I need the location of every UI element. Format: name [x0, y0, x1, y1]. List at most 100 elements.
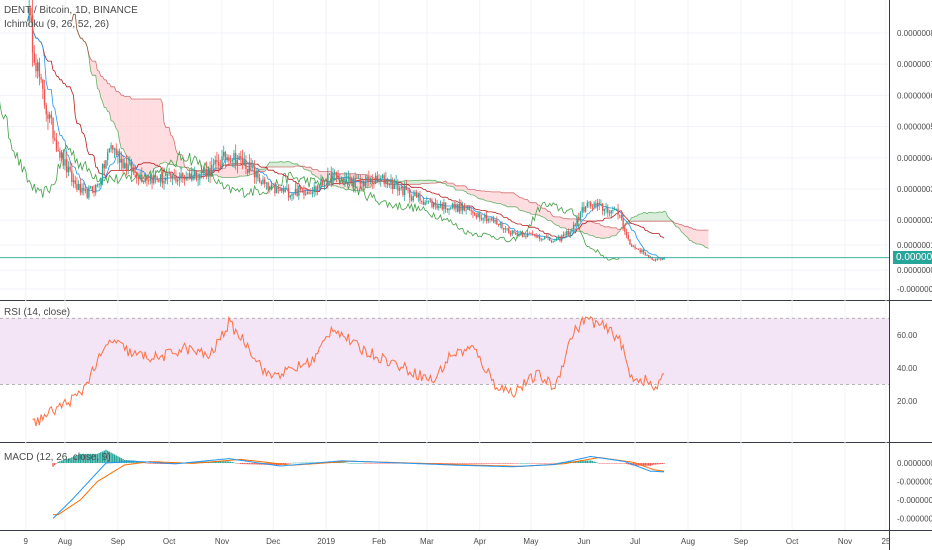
macd-histogram-bar: [113, 454, 116, 464]
candle-body: [567, 230, 570, 235]
cloud-segment: [146, 98, 149, 176]
cloud-segment: [278, 161, 281, 167]
macd-histogram-bar: [234, 462, 237, 464]
macd-histogram-bar: [299, 462, 302, 464]
macd-histogram-bar: [461, 463, 464, 464]
candle-body: [480, 218, 483, 220]
cloud-segment: [512, 192, 514, 207]
candle-body: [627, 235, 629, 240]
macd-histogram-bar: [480, 463, 483, 464]
cloud-segment: [100, 76, 103, 102]
candle-body: [538, 236, 541, 239]
cloud-segment: [450, 183, 453, 187]
macd-histogram-bar: [465, 463, 467, 464]
cloud-segment: [114, 86, 117, 129]
candle-body: [45, 105, 47, 115]
candle-body: [528, 233, 530, 234]
candle-body: [549, 237, 551, 241]
cloud-segment: [602, 225, 605, 239]
candle-body: [482, 218, 484, 220]
candle-body: [88, 187, 90, 198]
macd-histogram-bar: [224, 461, 227, 464]
candle-body: [214, 160, 216, 165]
candle-body: [552, 241, 554, 243]
candle-body: [264, 179, 266, 184]
macd-legend: MACD (12, 26, close, 9): [4, 452, 111, 463]
candle-body: [171, 175, 174, 179]
candle-body: [330, 173, 332, 184]
macd-histogram-bar: [369, 463, 372, 464]
candle-body: [461, 206, 464, 211]
candle-body: [269, 187, 271, 189]
symbol-title: DENT / Bitcoin, 1D, BINANCE: [4, 5, 138, 16]
cloud-segment: [133, 98, 135, 173]
macd-histogram-bar: [492, 463, 495, 464]
macd-histogram-bar: [567, 461, 570, 464]
candle-body: [77, 183, 80, 190]
macd-histogram-bar: [96, 453, 99, 464]
candle-body: [35, 62, 37, 72]
macd-histogram-bar: [250, 463, 252, 465]
candle-body: [212, 164, 215, 165]
cloud-segment: [222, 168, 224, 178]
macd-histogram-bar: [106, 450, 109, 464]
rsi-axis-label: 60.00: [897, 331, 918, 340]
cloud-segment: [638, 213, 641, 222]
candle-body: [327, 173, 329, 186]
candle-body: [125, 163, 128, 170]
cloud-segment: [585, 220, 588, 234]
macd-histogram-bar: [549, 463, 551, 464]
candle-body: [89, 186, 92, 188]
time-axis-label: 2019: [317, 537, 335, 546]
time-axis-label: May: [523, 537, 538, 546]
macd-histogram-bar: [470, 463, 472, 464]
candle-body: [615, 208, 618, 210]
candle-body: [590, 202, 592, 207]
candle-body: [245, 160, 247, 169]
macd-histogram-bar: [154, 463, 157, 464]
cloud-segment: [239, 163, 241, 177]
candle-body: [470, 210, 472, 212]
cloud-segment: [107, 83, 110, 113]
macd-histogram-bar: [545, 463, 548, 464]
candle-body: [100, 179, 102, 184]
candle-body: [226, 157, 228, 161]
cloud-segment: [237, 163, 240, 178]
candle-body: [542, 239, 544, 240]
cloud-segment: [158, 98, 161, 167]
macd-histogram-bar: [501, 463, 503, 464]
candle-body: [217, 162, 220, 166]
cloud-segment: [271, 162, 274, 167]
cloud-segment: [433, 180, 436, 184]
candle-body: [415, 192, 418, 198]
cloud-segment: [548, 211, 550, 221]
macd-histogram-bar: [627, 463, 629, 465]
macd-histogram-bar: [550, 463, 553, 464]
cloud-segment: [662, 211, 665, 222]
candle-body: [122, 158, 124, 169]
candle-body: [578, 217, 580, 221]
cloud-segment: [406, 180, 409, 185]
candle-body: [74, 180, 76, 184]
candle-body: [207, 168, 210, 177]
candle-body: [646, 255, 648, 256]
candle-body: [279, 188, 281, 191]
cloud-segment: [136, 98, 139, 174]
cloud-segment: [170, 134, 173, 165]
cloud-segment: [467, 189, 470, 194]
candle-body: [419, 194, 421, 201]
candle-body: [142, 181, 145, 183]
cloud-segment: [317, 169, 320, 180]
candle-body: [253, 166, 256, 178]
candle-body: [581, 207, 583, 213]
cloud-segment: [653, 212, 656, 222]
candle-body: [194, 171, 196, 176]
candle-body: [484, 214, 486, 219]
price-axis-label: 0.00000040: [897, 154, 932, 163]
macd-histogram-bar: [658, 463, 660, 465]
candle-body: [112, 145, 114, 150]
macd-histogram-bar: [438, 463, 440, 464]
candle-body: [620, 215, 623, 218]
macd-histogram-bar: [467, 463, 469, 464]
cloud-segment: [600, 225, 603, 239]
